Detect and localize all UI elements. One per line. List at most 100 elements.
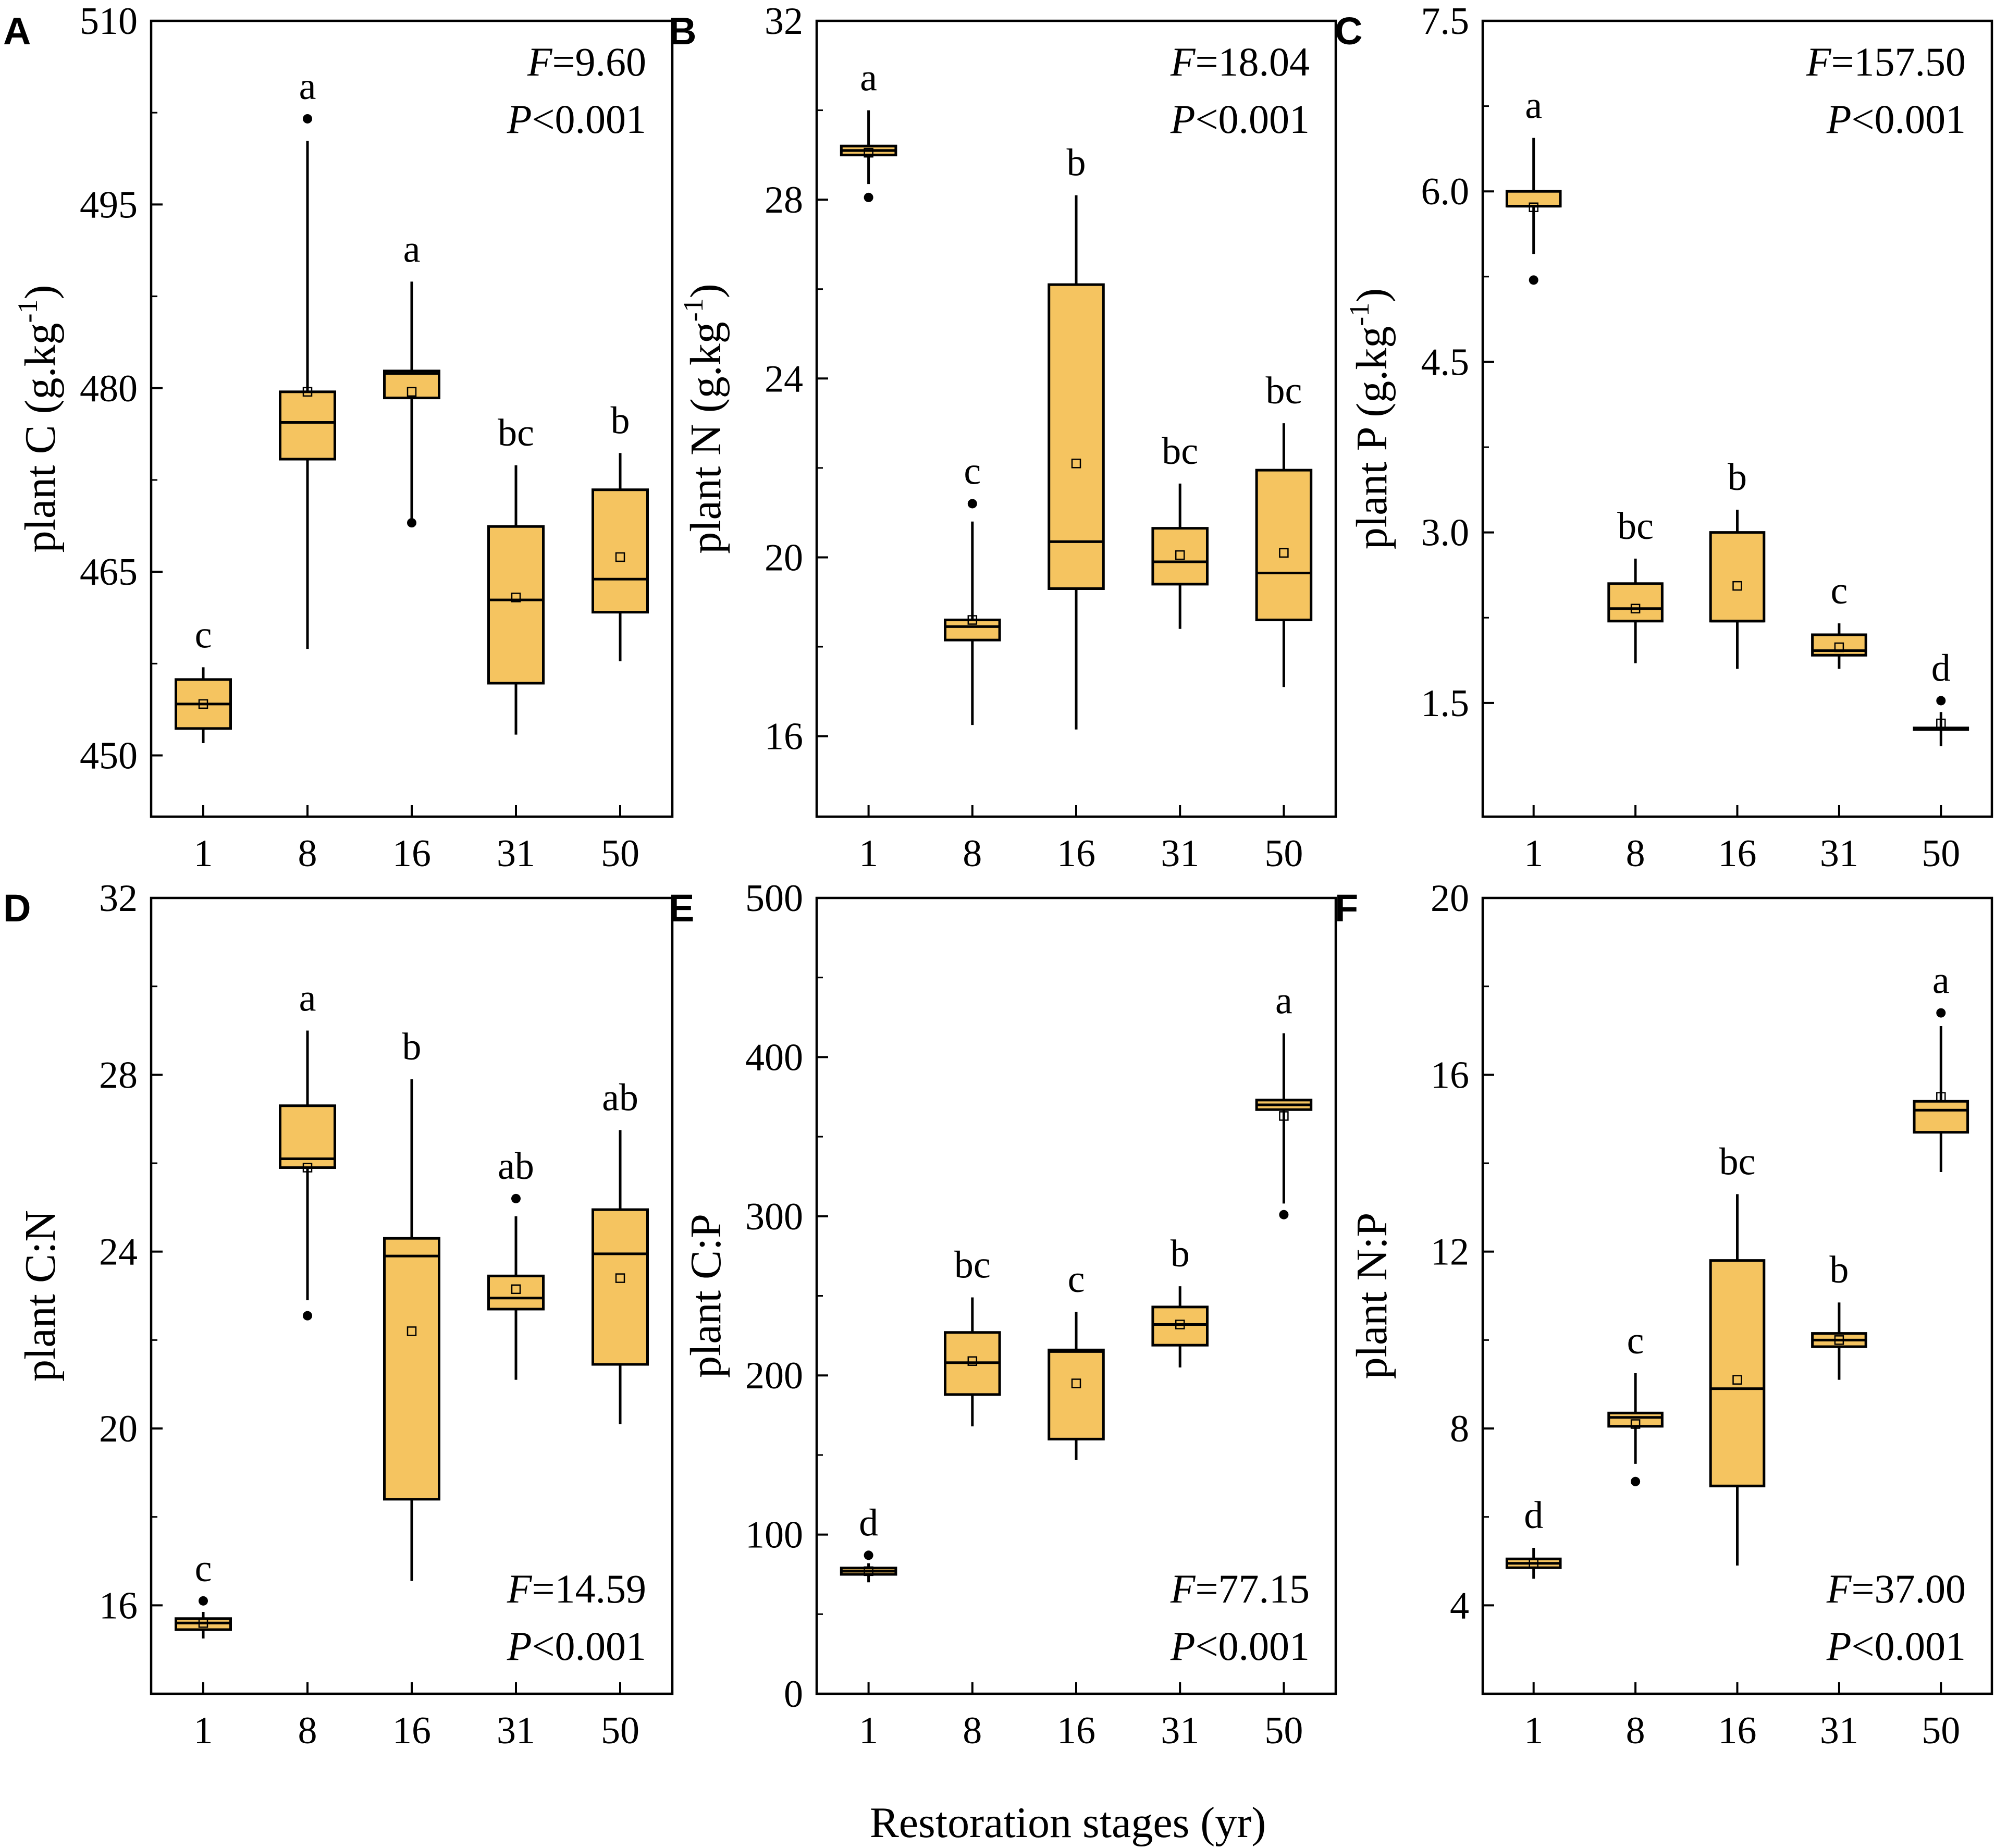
panel-d-box <box>279 1104 336 1169</box>
panel-e-mean-marker <box>1279 1111 1289 1121</box>
panel-a-sig-letter: b <box>611 399 630 442</box>
panel-a-mean-marker <box>407 387 417 397</box>
panel-d-xtick-label: 31 <box>497 1709 535 1752</box>
panel-e-xtick-label: 8 <box>963 1709 982 1752</box>
panel-c-xtick-label: 1 <box>1524 832 1543 875</box>
panel-d-mean-marker <box>407 1326 417 1336</box>
panel-b-sig-letter: a <box>860 57 877 100</box>
panel-c-ytick-label: 3.0 <box>1421 512 1470 555</box>
panel-c-box <box>1505 190 1562 208</box>
panel-d-sig-letter: a <box>299 977 316 1020</box>
panel-e-mean-marker <box>1071 1378 1081 1388</box>
panel-d-xtick-label: 16 <box>392 1709 431 1752</box>
panel-c-ytick-label: 6.0 <box>1421 170 1470 213</box>
panel-e-letter: E <box>669 886 694 930</box>
panel-b-box <box>1255 469 1313 622</box>
panel-f-box <box>1709 1259 1766 1487</box>
panel-f-xtick-label: 8 <box>1626 1709 1645 1752</box>
panel-b-ytick-label: 24 <box>765 358 803 400</box>
panel-b-letter: B <box>669 9 696 53</box>
panel-f-sig-letter: bc <box>1719 1140 1756 1183</box>
panel-a-ytick-label: 450 <box>80 735 138 778</box>
panel-a-ytick-label: 480 <box>80 367 138 410</box>
panel-f-outlier <box>1936 1008 1946 1018</box>
panel-f-xtick-label: 50 <box>1922 1709 1960 1752</box>
panel-d-sig-letter: ab <box>498 1145 534 1188</box>
panel-a-ytick-label: 465 <box>80 551 138 594</box>
panel-f-outlier <box>1631 1476 1641 1486</box>
panel-f-ytick-label: 16 <box>1431 1054 1469 1097</box>
panel-c-letter: C <box>1335 9 1362 53</box>
panel-f-letter: F <box>1335 886 1358 930</box>
panel-c-sig-letter: bc <box>1617 505 1654 548</box>
panel-a-ytick-label: 510 <box>80 0 138 43</box>
panel-c-sig-letter: d <box>1931 647 1951 689</box>
panel-c-xtick-label: 16 <box>1718 832 1757 875</box>
panel-c-xtick-label: 8 <box>1626 832 1645 875</box>
panel-b-sig-letter: bc <box>1265 369 1302 412</box>
panel-e-xtick-label: 50 <box>1264 1709 1303 1752</box>
panel-a-f-stat: F=9.60 <box>527 39 646 84</box>
panel-c-y-axis-title: plant P (g.kg-1) <box>1344 288 1396 550</box>
panel-a-xtick-label: 8 <box>298 832 317 875</box>
panel-d-sig-letter: c <box>195 1547 212 1590</box>
panel-d-f-stat: F=14.59 <box>507 1566 646 1611</box>
panel-b-xtick-label: 16 <box>1057 832 1095 875</box>
panel-e-ytick-label: 200 <box>745 1354 803 1397</box>
panel-c-xtick-label: 31 <box>1820 832 1858 875</box>
panel-b-outlier <box>864 192 873 202</box>
panel-f-y-axis-title: plant N:P <box>1348 1213 1396 1379</box>
panel-e-ytick-label: 100 <box>745 1514 803 1557</box>
panel-a-xtick-label: 31 <box>497 832 535 875</box>
panel-c-outlier <box>1529 275 1538 285</box>
panel-c-outlier <box>1936 696 1946 706</box>
panel-c-xtick-label: 50 <box>1922 832 1960 875</box>
panel-b-sig-letter: c <box>964 450 981 492</box>
panel-d-box <box>592 1208 649 1366</box>
panel-b-mean-marker <box>1071 459 1081 469</box>
panel-b-mean-marker <box>1279 548 1289 558</box>
panel-a-box <box>279 390 336 461</box>
panel-c-box <box>1607 582 1664 623</box>
panel-d-mean-marker <box>615 1273 625 1283</box>
panel-b-outlier <box>967 499 977 509</box>
panel-b-xtick-label: 1 <box>859 832 878 875</box>
panel-c-mean-marker <box>1936 718 1946 729</box>
panel-a-mean-marker <box>198 699 208 709</box>
panel-d-ytick-label: 24 <box>99 1231 138 1274</box>
panel-f-sig-letter: b <box>1829 1249 1849 1291</box>
panel-a-outlier <box>303 114 312 124</box>
panel-a-letter: A <box>3 9 31 53</box>
panel-e-ytick-label: 400 <box>745 1036 803 1079</box>
panel-b-box <box>1048 283 1105 590</box>
panel-b-ytick-label: 32 <box>765 0 803 43</box>
panel-a-sig-letter: c <box>195 613 212 656</box>
panel-d-ytick-label: 20 <box>99 1408 138 1450</box>
panel-c-mean-marker <box>1834 642 1844 652</box>
panel-a-box <box>487 525 545 685</box>
panel-d-ytick-label: 28 <box>99 1054 138 1097</box>
panel-a-outlier <box>407 518 416 528</box>
panel-a-sig-letter: a <box>299 65 316 108</box>
panel-b-ytick-label: 28 <box>765 179 803 221</box>
panel-d-outlier <box>511 1193 521 1203</box>
panel-c-ytick-label: 4.5 <box>1421 341 1470 384</box>
panel-e-ytick-label: 500 <box>745 877 803 920</box>
panel-e-sig-letter: a <box>1275 980 1292 1022</box>
panel-d-p-stat: P<0.001 <box>507 1623 646 1669</box>
panel-d-mean-marker <box>511 1284 521 1295</box>
panel-b-sig-letter: bc <box>1162 430 1198 473</box>
panel-a-mean-marker <box>302 387 313 397</box>
panel-a-box <box>592 488 649 614</box>
panel-f-box <box>1913 1100 1969 1134</box>
panel-b-xtick-label: 8 <box>963 832 982 875</box>
panel-b-box <box>944 619 1001 642</box>
panel-e-sig-letter: b <box>1171 1233 1190 1275</box>
panel-b-ytick-label: 16 <box>765 716 803 758</box>
panel-b-box <box>1151 527 1209 586</box>
panel-e-sig-letter: d <box>859 1501 878 1544</box>
panel-c-mean-marker <box>1732 581 1742 591</box>
panel-e-xtick-label: 16 <box>1057 1709 1095 1752</box>
panel-c-mean-marker <box>1630 603 1641 614</box>
panel-f-mean-marker <box>1630 1419 1641 1429</box>
